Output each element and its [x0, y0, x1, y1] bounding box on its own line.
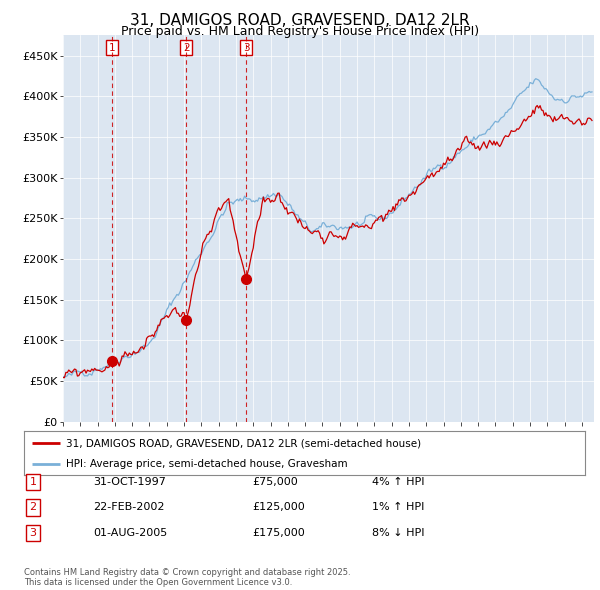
Text: 4% ↑ HPI: 4% ↑ HPI — [372, 477, 425, 487]
Text: Price paid vs. HM Land Registry's House Price Index (HPI): Price paid vs. HM Land Registry's House … — [121, 25, 479, 38]
Text: 31, DAMIGOS ROAD, GRAVESEND, DA12 2LR (semi-detached house): 31, DAMIGOS ROAD, GRAVESEND, DA12 2LR (s… — [66, 438, 421, 448]
Text: £125,000: £125,000 — [252, 503, 305, 512]
Text: 3: 3 — [29, 528, 37, 537]
Text: 31, DAMIGOS ROAD, GRAVESEND, DA12 2LR: 31, DAMIGOS ROAD, GRAVESEND, DA12 2LR — [130, 13, 470, 28]
Text: 8% ↓ HPI: 8% ↓ HPI — [372, 528, 425, 537]
Text: 2: 2 — [183, 42, 190, 53]
Text: 01-AUG-2005: 01-AUG-2005 — [93, 528, 167, 537]
Text: Contains HM Land Registry data © Crown copyright and database right 2025.
This d: Contains HM Land Registry data © Crown c… — [24, 568, 350, 587]
Text: 1% ↑ HPI: 1% ↑ HPI — [372, 503, 424, 512]
Text: 1: 1 — [109, 42, 115, 53]
Text: HPI: Average price, semi-detached house, Gravesham: HPI: Average price, semi-detached house,… — [66, 459, 348, 469]
Text: 22-FEB-2002: 22-FEB-2002 — [93, 503, 164, 512]
Text: 2: 2 — [29, 503, 37, 512]
Text: 31-OCT-1997: 31-OCT-1997 — [93, 477, 166, 487]
Text: 3: 3 — [242, 42, 250, 53]
Text: £175,000: £175,000 — [252, 528, 305, 537]
Text: £75,000: £75,000 — [252, 477, 298, 487]
Text: 1: 1 — [29, 477, 37, 487]
